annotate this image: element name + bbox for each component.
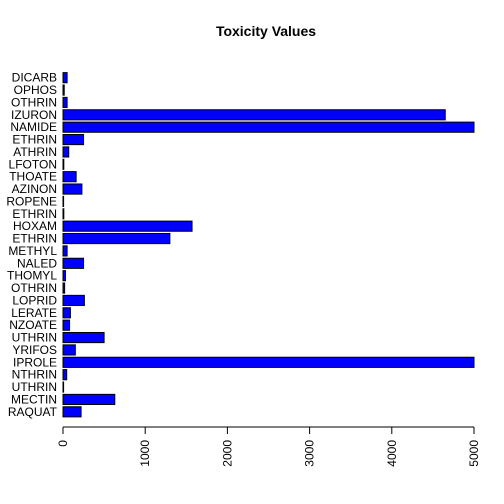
category-label: LERATE [11,306,57,320]
category-label: OPHOS [14,83,57,97]
bar-27 [62,393,116,406]
bar-5 [62,121,475,133]
x-tick-label: 1000 [138,440,152,467]
bar-21 [62,319,71,331]
category-label: NAMIDE [10,120,57,134]
category-label: YRIFOS [12,343,57,357]
category-label: ETHRIN [12,207,57,221]
bar-16 [62,257,85,269]
category-label: AZINON [12,182,57,196]
bar-4 [62,109,446,121]
bar-12 [62,208,65,220]
bar-10 [62,183,83,195]
bar-13 [62,220,193,232]
category-label: OTHRIN [11,95,57,109]
category-label: ETHRIN [12,232,57,246]
x-tick-label: 0 [56,440,70,447]
bar-3 [62,96,68,109]
x-axis: 0 1000 2000 3000 4000 5000 [56,426,481,467]
category-label: OTHRIN [11,281,57,295]
category-labels: DICARBOPHOSOTHRINIZURONNAMIDEETHRINATHRI… [6,71,57,419]
bar-7 [62,146,70,158]
category-label: NZOATE [9,318,57,332]
bar-17 [62,270,66,282]
category-label: ROPENE [6,194,57,208]
bar-20 [62,307,71,319]
x-tick-label: 2000 [220,440,234,467]
category-label: ETHRIN [12,133,57,147]
bar-15 [62,245,68,257]
category-label: HOXAM [13,219,57,233]
bar-24 [62,356,475,368]
bar-23 [62,344,76,356]
bar-22 [62,331,105,344]
x-tick-label: 4000 [385,440,399,467]
x-tick-label: 5000 [467,440,481,467]
x-tick-label: 3000 [303,440,317,467]
bar-8 [62,158,65,170]
bar-18 [62,282,66,294]
bar-25 [62,369,68,381]
category-label: NALED [17,256,57,270]
bars-group [62,72,475,418]
category-label: THOATE [9,170,57,184]
category-label: NTHRIN [12,368,57,382]
category-label: UTHRIN [12,380,57,394]
category-label: UTHRIN [12,331,57,345]
bar-14 [62,232,171,245]
category-label: ATHRIN [13,145,57,159]
category-label: IZURON [11,108,57,122]
category-label: LFOTON [9,157,57,171]
category-label: DICARB [12,71,57,85]
category-label: RAQUAT [8,405,58,419]
category-label: THOMYL [7,269,57,283]
category-label: METHYL [8,244,57,258]
category-label: MECTIN [11,392,57,406]
bar-26 [62,381,65,393]
bar-2 [62,84,65,96]
bar-11 [62,195,65,208]
bar-9 [62,171,77,183]
bar-19 [62,294,85,307]
bar-1 [62,72,68,84]
chart-title: Toxicity Values [216,23,316,39]
bar-28 [62,406,82,418]
category-label: LOPRID [12,293,57,307]
bar-6 [62,133,85,146]
category-label: IPROLE [13,355,57,369]
